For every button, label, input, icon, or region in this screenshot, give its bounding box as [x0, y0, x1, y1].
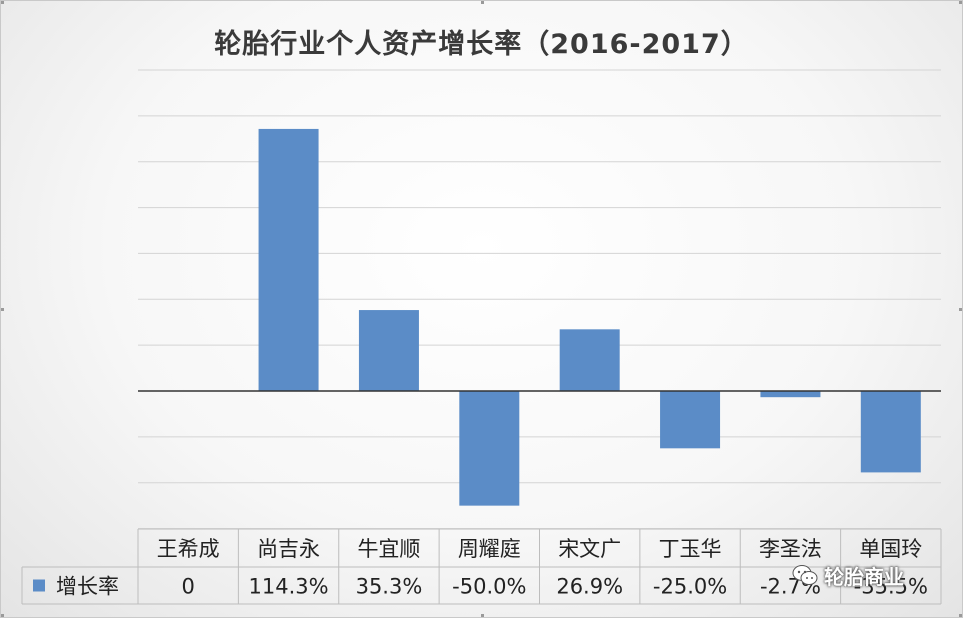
bar-8[interactable] [860, 391, 921, 473]
resize-handle[interactable] [959, 614, 962, 617]
chart-title: 轮胎行业个人资产增长率（2016-2017） [214, 29, 749, 60]
resize-handle[interactable] [481, 614, 484, 617]
resize-handle[interactable] [959, 308, 962, 311]
legend-series-name: 增长率 [56, 575, 119, 599]
category-label-2: 尚吉永 [257, 537, 320, 561]
category-label-1: 王希成 [157, 537, 220, 561]
resize-handle[interactable] [481, 1, 484, 4]
category-label-3: 牛宜顺 [357, 537, 420, 561]
wechat-icon [792, 565, 818, 585]
category-label-4: 周耀庭 [458, 537, 521, 561]
bar-7[interactable] [760, 391, 821, 398]
data-label-4: -50.0% [452, 575, 526, 599]
bar-5[interactable] [559, 329, 620, 391]
category-label-8: 单国玲 [859, 537, 922, 561]
bar-3[interactable] [358, 310, 419, 391]
resize-handle[interactable] [1, 614, 4, 617]
data-label-3: 35.3% [356, 575, 423, 599]
resize-handle[interactable] [1, 1, 4, 4]
legend-swatch [33, 579, 45, 592]
bar-2[interactable] [258, 128, 319, 391]
watermark: 轮胎商业 [792, 560, 904, 590]
data-label-8: -35.5% [854, 575, 928, 599]
data-label-6: -25.0% [653, 575, 727, 599]
category-label-7: 李圣法 [759, 537, 822, 561]
resize-handle[interactable] [1, 308, 4, 311]
resize-handle[interactable] [959, 1, 962, 4]
bar-4[interactable] [459, 391, 520, 506]
bar-6[interactable] [660, 391, 721, 449]
data-label-1: 0 [182, 575, 195, 599]
watermark-text: 轮胎商业 [824, 564, 904, 589]
category-label-5: 宋文广 [558, 537, 621, 561]
category-label-6: 丁玉华 [659, 537, 722, 561]
data-label-2: 114.3% [249, 575, 329, 599]
data-label-5: 26.9% [556, 575, 623, 599]
